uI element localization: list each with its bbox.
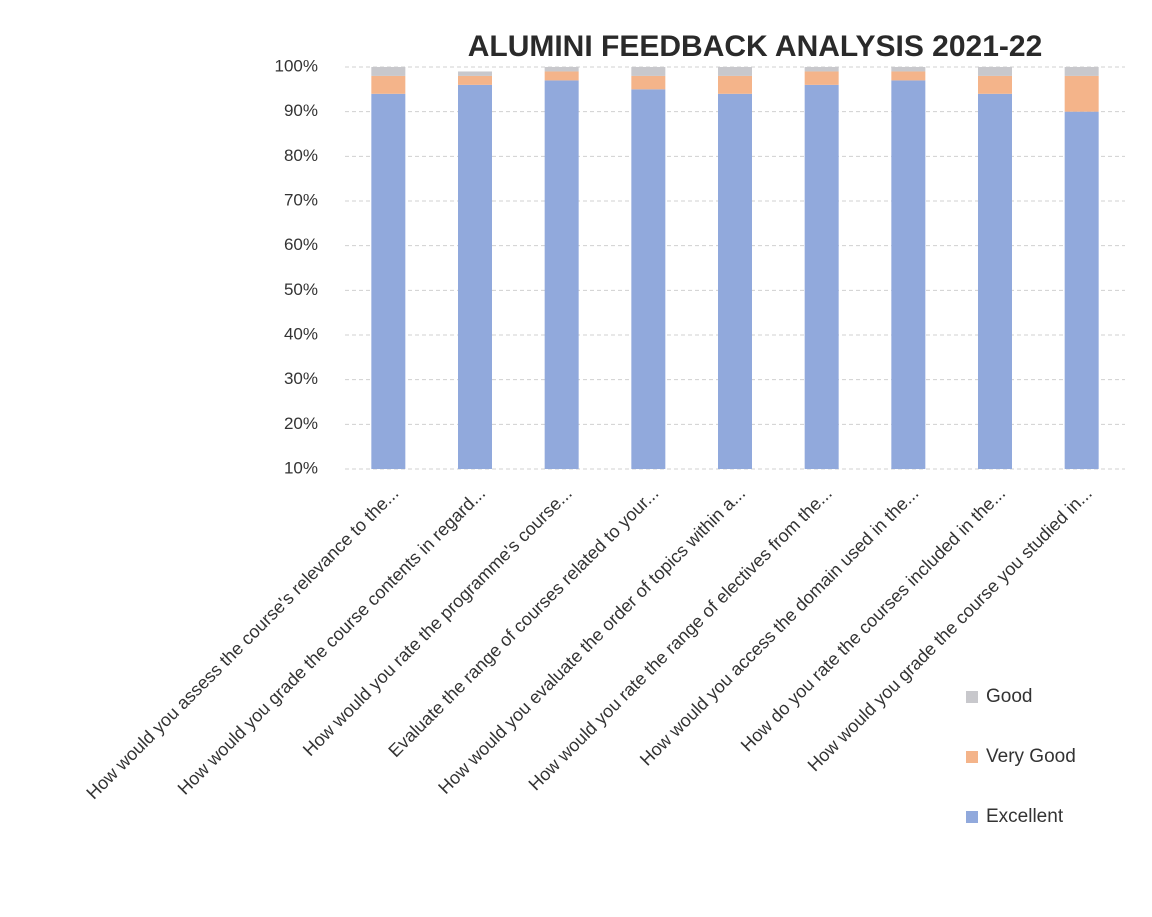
bar-segment	[978, 75, 1012, 94]
legend-label: Very Good	[986, 746, 1076, 767]
bar-segment	[891, 71, 926, 81]
x-tick-label: How would you rate the range of elective…	[525, 483, 836, 794]
bar-segment	[804, 67, 839, 72]
bar-segment	[371, 67, 406, 76]
bar-segment	[544, 71, 579, 81]
legend-swatch	[966, 811, 978, 823]
x-tick-label: How would you grade the course contents …	[174, 483, 490, 799]
legend-label: Good	[986, 686, 1032, 707]
bar-segment	[631, 67, 666, 76]
x-tick-label: How would you evaluate the order of topi…	[434, 483, 749, 798]
bar-segment	[371, 75, 406, 94]
bar-segment	[458, 84, 492, 469]
legend-label: Excellent	[986, 806, 1064, 827]
x-tick-label: How would you assess the course's releva…	[82, 483, 402, 803]
bar-segment	[371, 93, 406, 470]
y-tick-label: 10%	[284, 458, 318, 477]
y-tick-label: 20%	[284, 414, 318, 433]
y-tick-label: 100%	[275, 56, 318, 75]
bar-segment	[1064, 75, 1099, 112]
bar-segment	[804, 84, 839, 469]
y-tick-label: 90%	[284, 101, 318, 120]
bar-segment	[544, 80, 579, 470]
legend-swatch	[966, 751, 978, 763]
bar-segment	[718, 67, 752, 76]
bar-segment	[1064, 111, 1099, 470]
chart-title: ALUMINI FEEDBACK ANALYSIS 2021-22	[468, 30, 1043, 63]
y-tick-label: 40%	[284, 324, 318, 343]
bar-segment	[978, 93, 1012, 470]
y-tick-label: 80%	[284, 146, 318, 165]
bar-segment	[804, 71, 839, 85]
bar-segment	[631, 89, 666, 469]
bar-segment	[891, 67, 926, 72]
bar-segment	[1064, 67, 1099, 76]
x-tick-label: How would you grade the course you studi…	[804, 483, 1096, 775]
bar-segment	[718, 93, 752, 470]
bar-segment	[978, 67, 1012, 76]
y-tick-label: 50%	[284, 280, 318, 299]
bar-segment	[891, 80, 926, 470]
bar-segment	[544, 67, 579, 72]
y-tick-label: 60%	[284, 235, 318, 254]
y-tick-label: 30%	[284, 369, 318, 388]
bar-segment	[631, 75, 666, 90]
bar-segment	[458, 75, 492, 85]
legend-swatch	[966, 691, 978, 703]
bar-segment	[458, 71, 492, 76]
y-tick-label: 70%	[284, 190, 318, 209]
bar-segment	[718, 75, 752, 94]
